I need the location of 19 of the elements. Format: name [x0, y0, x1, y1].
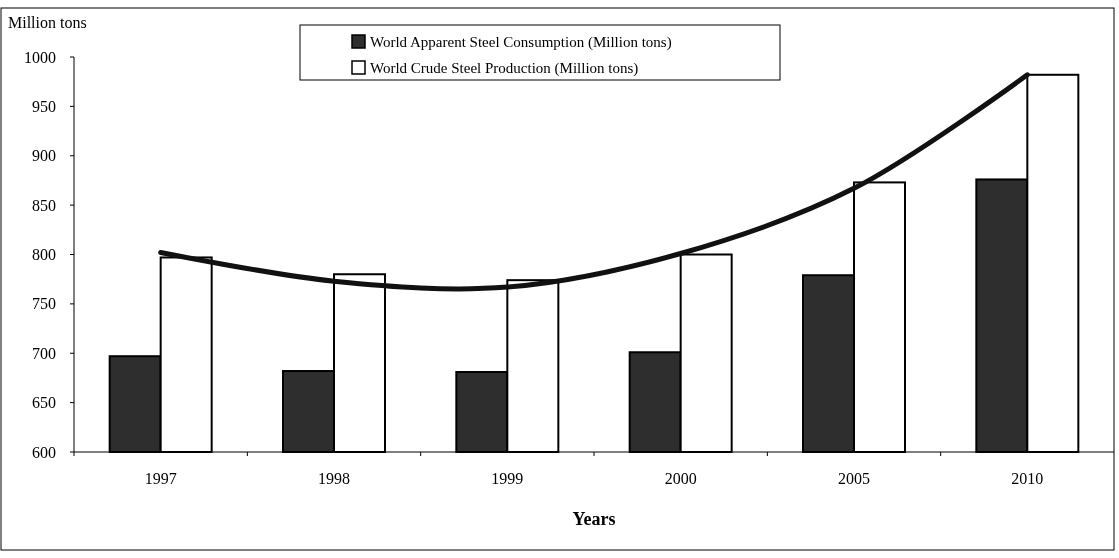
y-tick-label: 650 — [32, 394, 56, 412]
x-tick-label: 2010 — [1011, 470, 1044, 487]
legend-label: World Apparent Steel Consumption (Million tons) — [370, 34, 672, 51]
y-tick-label: 750 — [32, 295, 56, 313]
y-tick-label: 700 — [32, 344, 56, 362]
y-tick-label: 800 — [32, 246, 56, 264]
x-tick-label: 2005 — [838, 470, 870, 487]
x-tick-label: 1999 — [491, 470, 524, 487]
y-axis-title: Million tons — [8, 14, 87, 31]
x-tick-label: 1997 — [144, 470, 177, 487]
y-tick-label: 850 — [32, 196, 56, 214]
x-tick-label: 1998 — [318, 470, 350, 487]
y-tick-label: 900 — [32, 147, 56, 165]
legend-label: World Crude Steel Production (Million tons) — [370, 60, 639, 77]
y-tick-label: 950 — [32, 97, 56, 115]
x-tick-label: 2000 — [664, 470, 697, 487]
y-tick-label: 1000 — [24, 48, 56, 66]
y-tick-label: 600 — [32, 443, 56, 461]
x-axis-title: Years — [572, 509, 616, 529]
